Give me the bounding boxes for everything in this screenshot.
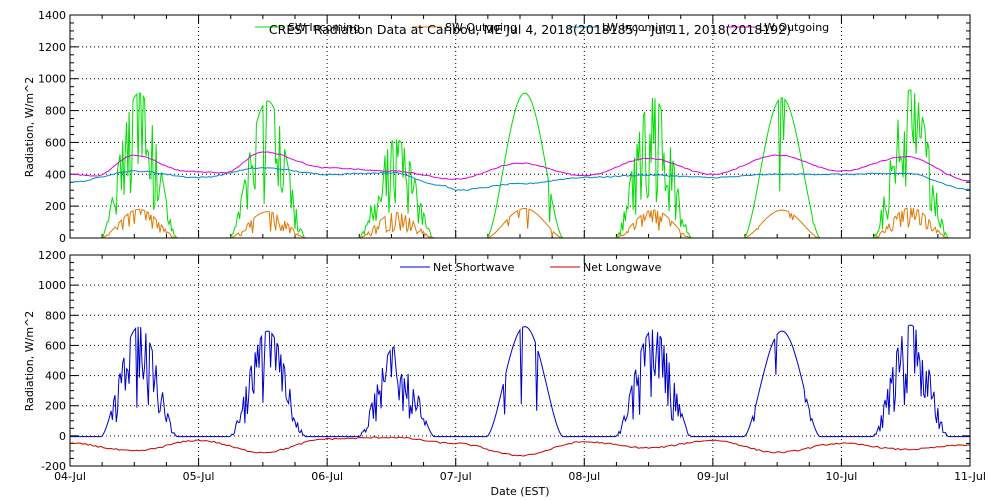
legend-label: LW Outgoing xyxy=(759,21,829,34)
y-tick-label: 800 xyxy=(45,309,66,322)
series-line-sw-outgoing xyxy=(70,207,970,239)
x-tick-label: 05-Jul xyxy=(183,470,215,483)
y-tick-label: 1000 xyxy=(38,279,66,292)
y-tick-label: 200 xyxy=(45,200,66,213)
y-tick-label: 0 xyxy=(59,232,66,245)
x-tick-label: 08-Jul xyxy=(568,470,600,483)
x-tick-label: 04-Jul xyxy=(54,470,86,483)
plot-frame xyxy=(69,14,971,239)
series-line-lw-incoming xyxy=(69,167,971,192)
legend-label: Net Longwave xyxy=(583,261,662,274)
legend-label: LW Incoming xyxy=(602,21,672,34)
y-tick-label: 200 xyxy=(45,400,66,413)
series-line-lw-outgoing xyxy=(69,151,971,182)
y-tick-label: 0 xyxy=(59,430,66,443)
top-panel: 0 200 400 600 800 1000 1200 1400 SW Incoming SW O… xyxy=(38,9,971,245)
y-tick-label: 1200 xyxy=(38,249,66,262)
y-tick-label: 400 xyxy=(45,168,66,181)
y-tick-label: 600 xyxy=(45,339,66,352)
y-tick-label: 600 xyxy=(45,136,66,149)
x-axis-label: Date (EST) xyxy=(490,485,549,498)
plot-frame xyxy=(69,254,971,467)
y-tick-label: 1400 xyxy=(38,9,66,22)
y-tick-label: 1000 xyxy=(38,73,66,86)
x-tick-label: 09-Jul xyxy=(697,470,729,483)
y-tick-label: -200 xyxy=(41,460,66,473)
series-line-net-shortwave xyxy=(70,324,970,438)
top-y-axis-label: Radiation, W/m^2 xyxy=(23,77,36,178)
series-line-net-longwave xyxy=(69,436,971,457)
legend-label: SW Outgoing xyxy=(445,21,517,34)
bottom-y-axis-label: Radiation, W/m^2 xyxy=(23,311,36,412)
x-tick-label: 11-Jul xyxy=(954,470,986,483)
bottom-panel: -200 0 200 400 600 800 1000 1200 Net Shortwave Ne… xyxy=(38,249,986,483)
x-tick-label: 06-Jul xyxy=(311,470,343,483)
legend-label: SW Incoming xyxy=(288,21,360,34)
legend-label: Net Shortwave xyxy=(433,261,515,274)
x-tick-label: 07-Jul xyxy=(440,470,472,483)
chart-title: CREST Radiation Data at Caribou, ME Jul … xyxy=(269,22,791,37)
y-tick-label: 800 xyxy=(45,105,66,118)
y-tick-label: 400 xyxy=(45,370,66,383)
x-tick-label: 10-Jul xyxy=(825,470,857,483)
y-tick-label: 1200 xyxy=(38,41,66,54)
